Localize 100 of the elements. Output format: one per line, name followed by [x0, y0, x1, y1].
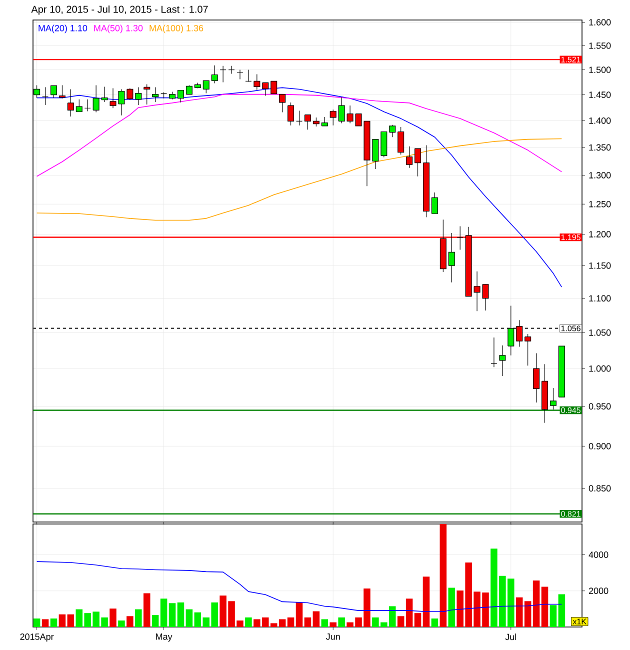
candlestick: [228, 66, 235, 74]
candlestick: [67, 88, 74, 117]
bar: [296, 602, 303, 627]
candlestick: [533, 352, 540, 403]
y-tick-label: 1.100: [589, 295, 611, 302]
candlestick: [279, 94, 286, 113]
candlestick: [338, 97, 345, 124]
bar: [58, 614, 66, 627]
bar: [168, 603, 176, 627]
candlestick: [296, 110, 303, 126]
bar: [440, 524, 447, 627]
x-tick-label: 2015Apr: [20, 634, 54, 642]
ref-line-label: 1.195: [561, 234, 580, 240]
candlestick: [236, 69, 244, 80]
bar: [143, 593, 150, 627]
candlestick: [245, 69, 252, 82]
bar: [448, 588, 456, 627]
y-tick-label: 1.550: [589, 42, 611, 49]
candlestick: [177, 90, 184, 103]
bar: [126, 616, 134, 627]
bar: [541, 586, 548, 627]
candlestick: [220, 66, 226, 83]
bar: [397, 616, 404, 627]
bar: [330, 622, 337, 627]
candlestick: [92, 84, 100, 113]
candlestick: [380, 131, 388, 158]
bar: [338, 617, 345, 627]
candlestick: [262, 82, 269, 96]
ref-line-label: 1.056: [561, 326, 580, 332]
candlestick: [76, 99, 82, 112]
bar: [312, 611, 320, 627]
candlestick: [152, 86, 159, 102]
bar: [304, 617, 312, 627]
y-tick-label: 2000: [589, 588, 608, 594]
bar: [110, 608, 116, 627]
bar: [287, 617, 294, 627]
y-tick-label: 1.250: [589, 200, 611, 208]
text: x1K: [572, 618, 586, 624]
candlestick: [524, 334, 532, 366]
candlestick: [499, 345, 506, 376]
candlestick: [42, 86, 49, 106]
candlestick: [406, 146, 413, 168]
bar: [160, 598, 168, 627]
x-tick-label: Jul: [505, 634, 516, 640]
candlestick: [84, 99, 91, 112]
bar: [42, 619, 49, 627]
text: MA(100) 1.36: [150, 24, 204, 34]
y-tick-label: 1.350: [589, 144, 611, 151]
y-tick-label: 0.850: [588, 485, 611, 492]
candlestick: [144, 84, 150, 105]
candlestick: [516, 320, 523, 348]
candlestick: [254, 74, 260, 90]
y-tick-label: 1.600: [589, 19, 611, 26]
line-series: [36, 561, 562, 612]
candlestick: [50, 85, 58, 98]
chart-title: Apr 10, 2015 - Jul 10, 2015 - Last : 1.07: [31, 5, 208, 15]
x-tick-label: Jun: [326, 634, 340, 640]
y-tick-label: 1.150: [589, 262, 611, 269]
bar: [422, 576, 430, 627]
bar: [321, 619, 328, 627]
text: MA(50) 1.30: [94, 24, 143, 34]
bar: [67, 614, 74, 627]
bar: [278, 619, 286, 627]
y-tick-label: 4000: [588, 552, 608, 558]
ref-line-label: 0.821: [561, 511, 580, 517]
bar: [118, 620, 125, 627]
candlestick: [270, 80, 278, 94]
bar: [177, 602, 184, 627]
y-tick-label: 0.950: [588, 403, 611, 410]
text: MA(20) 1.10: [38, 24, 88, 34]
candlestick: [431, 192, 438, 214]
bar: [33, 618, 40, 627]
candlestick: [550, 388, 556, 410]
y-tick-label: 1.450: [589, 92, 611, 98]
bar: [50, 618, 58, 627]
ref-line-label: 1.521: [561, 56, 580, 62]
candlestick: [508, 305, 514, 356]
x-tick-label: May: [156, 634, 172, 642]
ref-line-label: 0.945: [561, 407, 580, 414]
candlestick: [330, 109, 336, 126]
candlestick: [389, 124, 396, 138]
bar: [406, 598, 413, 627]
bar: [558, 594, 566, 627]
candlestick: [202, 80, 210, 94]
candlestick: [288, 102, 294, 126]
candlestick: [490, 337, 498, 368]
candlestick: [211, 65, 218, 84]
y-tick-label: 1.400: [589, 117, 611, 124]
bar: [135, 609, 142, 627]
candlestick: [448, 232, 455, 283]
candlestick: [304, 114, 311, 130]
candlestick: [186, 84, 192, 95]
bar: [152, 615, 159, 627]
bar: [245, 617, 252, 627]
y-tick-label: 1.050: [589, 329, 611, 336]
candlestick: [456, 226, 464, 250]
bar: [186, 609, 193, 627]
y-tick-label: 1.200: [589, 231, 611, 238]
y-tick-label: 0.900: [588, 442, 611, 450]
candlestick: [414, 148, 422, 177]
